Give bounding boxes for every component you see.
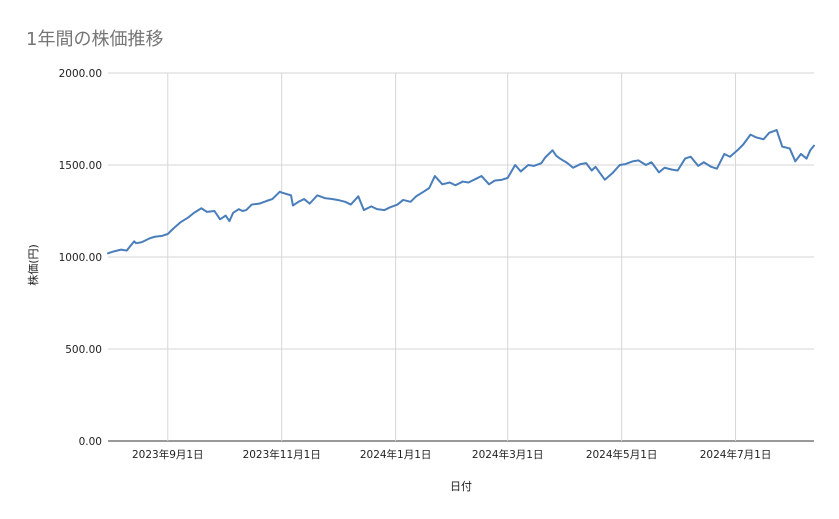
y-tick-label: 1000.00 (59, 252, 102, 264)
y-axis-label: 株価(円) (26, 244, 40, 286)
series-line (107, 129, 815, 255)
y-tick-label: 1500.00 (59, 160, 102, 172)
series-layer (107, 129, 815, 255)
x-tick-labels: 2023年9月1日 2023年11月1日 2024年1月1日 2024年3月1日 202… (132, 448, 771, 461)
x-tick-label: 2024年7月1日 (700, 448, 772, 461)
y-tick-label: 2000.00 (59, 68, 102, 80)
x-axis-label: 日付 (450, 480, 472, 493)
y-tick-label: 500.00 (65, 344, 102, 356)
x-tick-label: 2024年1月1日 (360, 448, 432, 461)
x-tick-label: 2023年9月1日 (132, 448, 204, 461)
chart-title: 1年間の株価推移 (26, 29, 163, 50)
y-tick-labels: 0.00 500.00 1000.00 1500.00 2000.00 (59, 68, 102, 448)
x-tick-label: 2024年3月1日 (472, 448, 544, 461)
x-tick-label: 2024年5月1日 (586, 448, 658, 461)
y-tick-label: 0.00 (79, 436, 102, 448)
x-tick-label: 2023年11月1日 (243, 448, 321, 461)
grid-layer (108, 72, 814, 442)
